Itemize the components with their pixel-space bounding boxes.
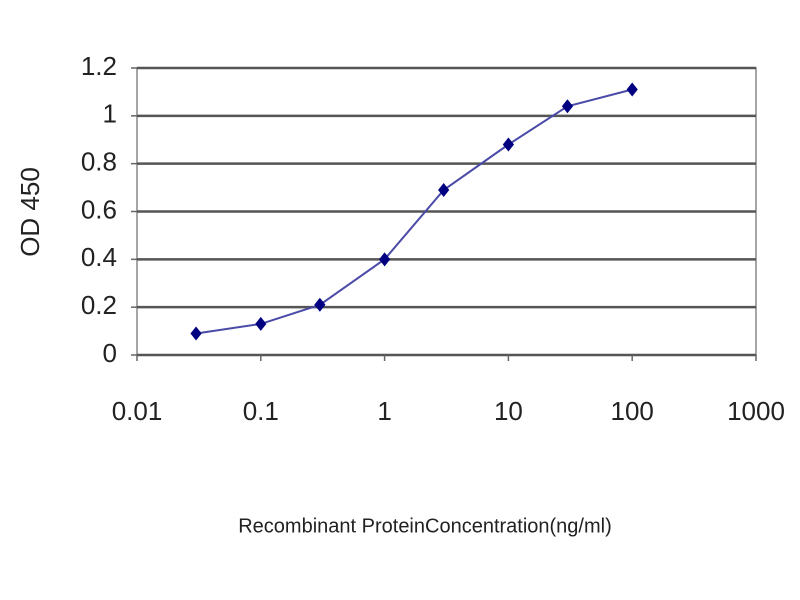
y-tick-label: 1.2 bbox=[81, 51, 117, 81]
data-point bbox=[438, 182, 450, 197]
data-point bbox=[502, 137, 514, 152]
data-point bbox=[379, 252, 391, 267]
data-point bbox=[314, 297, 326, 312]
y-tick-label: 0.8 bbox=[81, 147, 117, 177]
x-tick-label: 1000 bbox=[727, 396, 785, 426]
y-axis-title: OD 450 bbox=[15, 167, 45, 257]
data-point bbox=[190, 326, 202, 341]
x-tick-label: 0.01 bbox=[112, 396, 163, 426]
x-tick-label: 10 bbox=[494, 396, 523, 426]
x-axis-title: Recombinant ProteinConcentration(ng/ml) bbox=[238, 515, 612, 537]
data-point bbox=[626, 82, 638, 97]
x-tick-label: 0.1 bbox=[243, 396, 279, 426]
data-point bbox=[255, 316, 267, 331]
data-line bbox=[195, 88, 633, 335]
y-tick-label: 0 bbox=[103, 338, 117, 368]
data-point bbox=[561, 99, 574, 114]
y-tick-label: 1 bbox=[103, 99, 117, 129]
y-tick-label: 0.6 bbox=[81, 194, 117, 224]
y-tick-label: 0.4 bbox=[81, 242, 117, 272]
y-tick-label: 0.2 bbox=[81, 290, 117, 320]
x-tick-label: 1 bbox=[377, 396, 391, 426]
x-tick-label: 100 bbox=[611, 396, 654, 426]
